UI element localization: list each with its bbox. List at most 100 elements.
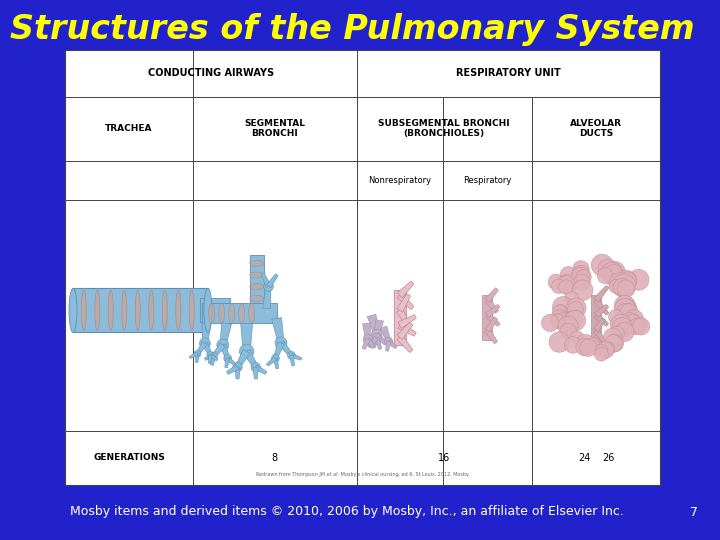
- Polygon shape: [202, 342, 212, 356]
- Ellipse shape: [189, 291, 194, 330]
- Polygon shape: [220, 344, 230, 359]
- Circle shape: [615, 322, 634, 342]
- Circle shape: [372, 333, 381, 343]
- Polygon shape: [367, 314, 379, 335]
- Circle shape: [558, 274, 577, 294]
- Polygon shape: [235, 367, 240, 379]
- Polygon shape: [485, 299, 498, 313]
- Circle shape: [240, 344, 254, 359]
- Polygon shape: [253, 367, 258, 379]
- Polygon shape: [243, 349, 258, 368]
- Circle shape: [576, 339, 593, 356]
- Circle shape: [557, 275, 575, 294]
- Polygon shape: [372, 334, 379, 348]
- Polygon shape: [220, 322, 232, 346]
- Polygon shape: [202, 323, 211, 343]
- Circle shape: [570, 331, 583, 344]
- Circle shape: [384, 338, 393, 346]
- Polygon shape: [374, 320, 384, 339]
- Circle shape: [605, 265, 622, 282]
- Text: Mosby items and derived items © 2010, 2006 by Mosby, Inc., an affiliate of Elsev: Mosby items and derived items © 2010, 20…: [70, 505, 624, 518]
- Text: Respiratory: Respiratory: [463, 176, 512, 185]
- Circle shape: [620, 313, 641, 334]
- Polygon shape: [366, 338, 375, 349]
- Ellipse shape: [229, 303, 235, 323]
- Circle shape: [207, 352, 214, 359]
- Circle shape: [224, 355, 232, 362]
- Ellipse shape: [204, 288, 212, 332]
- Ellipse shape: [250, 284, 264, 289]
- Circle shape: [598, 268, 613, 284]
- Polygon shape: [485, 305, 500, 318]
- Circle shape: [617, 280, 634, 298]
- Ellipse shape: [162, 291, 167, 330]
- Circle shape: [217, 339, 229, 351]
- Circle shape: [275, 337, 287, 349]
- Ellipse shape: [248, 303, 255, 323]
- Polygon shape: [593, 329, 606, 343]
- Ellipse shape: [176, 291, 181, 330]
- Text: TRACHEA: TRACHEA: [105, 124, 153, 133]
- Text: 16: 16: [438, 453, 451, 463]
- Circle shape: [614, 295, 635, 316]
- Ellipse shape: [209, 303, 215, 323]
- Bar: [73, 288, 208, 332]
- Circle shape: [611, 314, 631, 335]
- Circle shape: [616, 270, 636, 291]
- Circle shape: [612, 274, 636, 298]
- Polygon shape: [594, 299, 609, 315]
- Circle shape: [633, 318, 647, 332]
- Circle shape: [580, 339, 597, 356]
- Circle shape: [576, 269, 591, 285]
- Circle shape: [199, 338, 210, 349]
- Circle shape: [618, 272, 637, 291]
- Polygon shape: [209, 355, 212, 363]
- Ellipse shape: [81, 291, 86, 330]
- Polygon shape: [212, 343, 225, 357]
- Polygon shape: [374, 333, 387, 345]
- Polygon shape: [397, 322, 413, 340]
- Circle shape: [624, 309, 644, 329]
- Ellipse shape: [219, 303, 225, 323]
- Text: Nonrespiratory: Nonrespiratory: [368, 176, 431, 185]
- Circle shape: [575, 274, 590, 291]
- Polygon shape: [291, 354, 302, 360]
- Circle shape: [601, 262, 623, 284]
- Circle shape: [549, 332, 570, 352]
- Circle shape: [251, 362, 261, 372]
- Circle shape: [612, 318, 632, 338]
- Circle shape: [552, 279, 566, 293]
- Circle shape: [633, 318, 649, 335]
- Circle shape: [271, 354, 279, 362]
- Polygon shape: [397, 308, 410, 327]
- Text: Structures of the Pulmonary System: Structures of the Pulmonary System: [10, 14, 695, 46]
- Polygon shape: [594, 286, 609, 302]
- Circle shape: [598, 259, 618, 279]
- Polygon shape: [397, 294, 410, 312]
- Polygon shape: [196, 354, 199, 362]
- Polygon shape: [485, 313, 500, 326]
- Circle shape: [194, 350, 201, 357]
- Polygon shape: [594, 305, 608, 318]
- Bar: [202, 303, 276, 323]
- Circle shape: [550, 310, 570, 329]
- Polygon shape: [204, 354, 215, 360]
- Polygon shape: [397, 335, 413, 353]
- Circle shape: [372, 329, 382, 340]
- Polygon shape: [485, 329, 498, 343]
- Circle shape: [616, 296, 634, 314]
- Circle shape: [613, 278, 631, 295]
- Circle shape: [609, 279, 623, 293]
- Polygon shape: [397, 281, 414, 298]
- Text: 24: 24: [578, 453, 590, 463]
- Text: 7: 7: [690, 505, 698, 518]
- Circle shape: [560, 323, 576, 339]
- Polygon shape: [380, 326, 391, 342]
- Polygon shape: [196, 342, 207, 355]
- Circle shape: [572, 280, 593, 300]
- Circle shape: [606, 334, 624, 352]
- Polygon shape: [279, 341, 293, 357]
- Text: SUBSEGMENTAL BRONCHI
(BRONCHIOLES): SUBSEGMENTAL BRONCHI (BRONCHIOLES): [379, 119, 510, 138]
- Bar: [65, 50, 660, 485]
- Bar: [591, 295, 601, 350]
